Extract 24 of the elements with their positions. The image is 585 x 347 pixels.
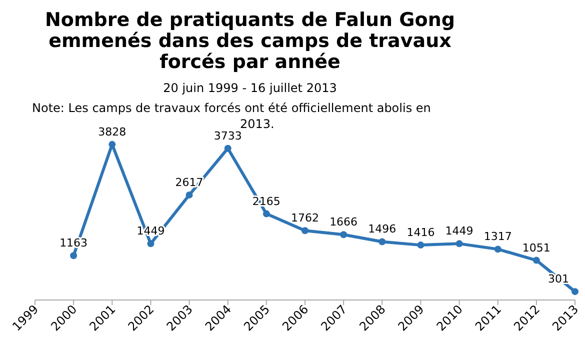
point	[70, 252, 78, 260]
data-label: 1666	[330, 216, 358, 229]
data-label: 1317	[484, 230, 512, 244]
point	[417, 242, 424, 249]
point	[378, 238, 386, 246]
point	[224, 144, 232, 152]
chart-title: Nombre de pratiquants de Falun Gong emmenés dans des camps de travaux forcés par année	[45, 9, 455, 73]
point	[186, 191, 193, 198]
data-label: 1416	[406, 226, 435, 240]
point	[532, 256, 540, 264]
point	[494, 246, 502, 253]
data-label: 1449	[445, 224, 474, 238]
data-label: 3733	[214, 129, 242, 142]
point	[147, 240, 154, 248]
chart-subtitle: 20 juin 1999 - 16 juillet 2013	[163, 81, 337, 95]
data-label: 1051	[522, 241, 550, 254]
point	[572, 288, 578, 296]
point	[302, 227, 308, 234]
point	[340, 231, 348, 238]
point	[456, 240, 463, 248]
data-label: 1496	[368, 222, 396, 236]
point	[108, 140, 116, 148]
point	[262, 210, 270, 218]
data-label: 1762	[291, 212, 319, 225]
